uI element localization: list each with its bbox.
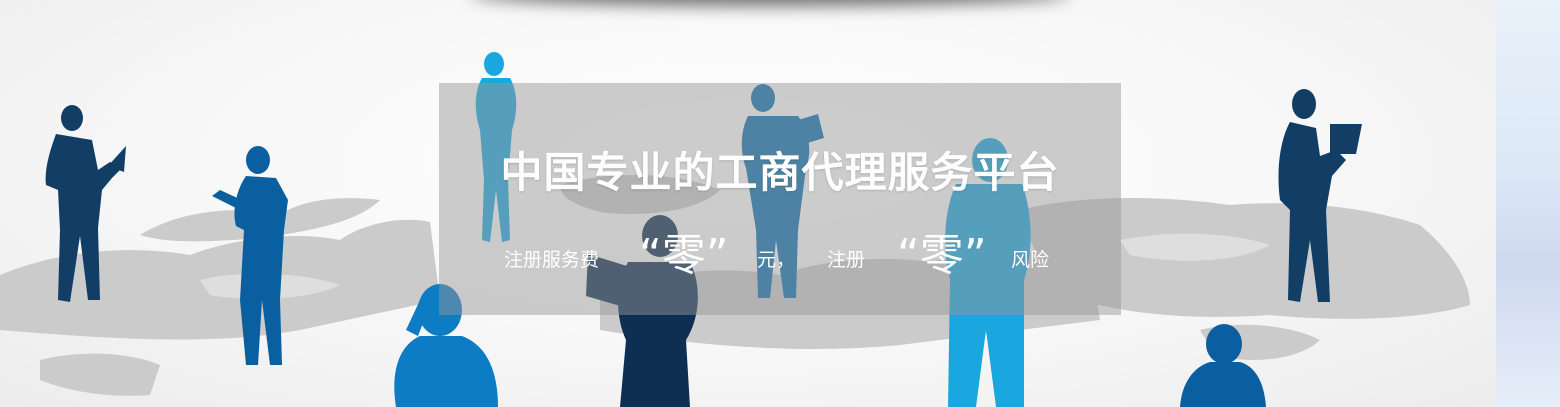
person-clipboard-center xyxy=(586,215,698,407)
adjacent-slide-edge xyxy=(1496,0,1560,407)
slogan-zero-1: “零” xyxy=(639,230,729,281)
slogan: 注册服务费 “零” 元， 注册 “零” 风险 xyxy=(439,83,1121,315)
hero-banner: 中国专业的工商代理服务平台 注册服务费 “零” 元， 注册 “零” 风险 xyxy=(0,0,1496,407)
person-laptop-right xyxy=(1278,89,1362,302)
person-tablet-center xyxy=(741,84,824,298)
slogan-part-service-fee: 注册服务费 xyxy=(504,249,600,271)
slogan-part-register: 注册 xyxy=(827,249,866,271)
headline: 中国专业的工商代理服务平台 xyxy=(500,148,1060,197)
person-laptop-left xyxy=(45,105,126,302)
slogan-part-yuan: 元， xyxy=(757,249,796,271)
person-standing-right-center xyxy=(945,138,1031,407)
top-shadow xyxy=(470,0,1070,6)
world-map-people-illustration xyxy=(0,52,1470,407)
person-tablet-left xyxy=(212,146,288,365)
headline-overlay-box: 中国专业的工商代理服务平台 注册服务费 “零” 元， 注册 “零” 风险 xyxy=(439,83,1121,315)
slogan-zero-2: “零” xyxy=(897,230,987,281)
person-phone-center-left xyxy=(475,52,517,242)
person-phone-bottom xyxy=(394,284,498,407)
person-bottom-right xyxy=(1180,324,1266,407)
slogan-part-risk: 风险 xyxy=(1011,249,1050,271)
